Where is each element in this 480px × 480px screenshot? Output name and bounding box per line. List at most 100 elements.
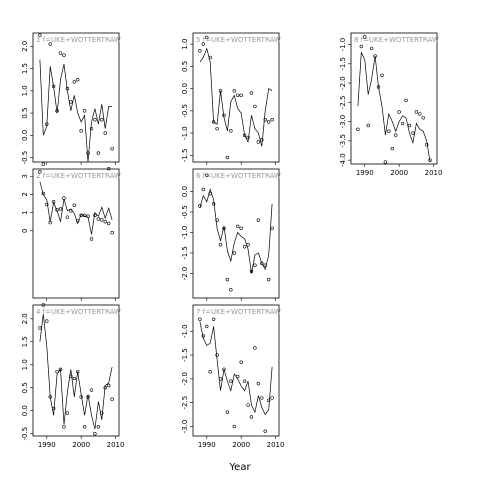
data-point xyxy=(407,123,412,128)
data-point xyxy=(218,243,223,247)
data-point xyxy=(246,403,250,407)
fit-line xyxy=(199,188,273,274)
y-tick-label: 0.0 xyxy=(181,83,189,94)
data-point xyxy=(270,118,274,122)
y-tick-label: 2.0 xyxy=(21,41,29,52)
data-point xyxy=(421,116,425,120)
data-point xyxy=(58,367,63,372)
data-point xyxy=(249,269,254,274)
data-point xyxy=(246,243,250,247)
y-tick-label: -1.0 xyxy=(339,38,347,52)
data-point xyxy=(380,73,384,78)
data-point xyxy=(239,360,243,364)
data-point xyxy=(239,93,243,97)
data-point xyxy=(363,35,367,39)
y-tick-label: 2 xyxy=(21,192,29,196)
panel-frame xyxy=(350,32,438,165)
y-tick-label: 3 xyxy=(21,174,29,178)
data-point xyxy=(82,425,87,429)
data-point xyxy=(96,151,101,155)
data-point xyxy=(376,85,381,89)
data-point xyxy=(48,42,52,46)
data-point xyxy=(249,415,254,419)
data-point xyxy=(266,120,271,124)
data-point xyxy=(58,207,63,211)
data-point xyxy=(225,410,230,414)
y-tick-label: 0.0 xyxy=(21,405,29,416)
data-point xyxy=(229,129,233,133)
fit-line xyxy=(199,321,273,416)
data-point xyxy=(414,110,419,114)
data-point xyxy=(55,109,59,113)
data-point xyxy=(242,133,247,138)
data-point xyxy=(96,425,101,429)
data-point xyxy=(260,138,264,142)
data-point xyxy=(72,203,76,208)
data-point xyxy=(229,288,233,292)
data-point xyxy=(225,277,230,282)
data-point xyxy=(373,54,377,58)
data-point xyxy=(236,93,240,97)
data-point xyxy=(266,398,271,402)
y-tick-label: -1.5 xyxy=(181,348,189,362)
data-point xyxy=(110,230,114,235)
data-point xyxy=(100,118,104,122)
data-point xyxy=(218,89,223,93)
data-point xyxy=(205,173,209,177)
panel-2: 2 f=UKE+WOTTERTRAW 3 2 1 0 xyxy=(21,168,121,301)
data-point xyxy=(79,395,83,399)
y-tick-label: -3.0 xyxy=(339,115,347,129)
y-tick-label: -1.5 xyxy=(181,246,189,260)
data-point xyxy=(394,133,398,137)
data-point xyxy=(65,411,70,415)
data-point xyxy=(256,140,261,144)
data-point xyxy=(205,324,209,329)
panel-label: 1 f=UKE+WOTTERTRAW xyxy=(36,36,121,44)
data-point xyxy=(208,191,212,196)
data-point xyxy=(390,146,394,151)
data-point xyxy=(93,213,97,218)
data-point xyxy=(201,187,206,192)
data-point xyxy=(69,209,73,213)
data-point xyxy=(103,219,107,224)
panels: 1 f=UKE+WOTTERTRAW 2.0 1.5 1.0 0.5 0.0 -0.5 2 f… xyxy=(21,32,443,449)
data-point xyxy=(404,98,408,103)
data-point xyxy=(48,220,52,225)
y-tick-label: 1.0 xyxy=(181,39,189,50)
data-point xyxy=(51,200,56,204)
data-point xyxy=(76,369,80,374)
data-point xyxy=(236,374,240,379)
data-point xyxy=(100,411,104,415)
data-point xyxy=(369,46,374,51)
data-point xyxy=(69,100,73,104)
x-tick-label: 2000 xyxy=(72,441,90,449)
data-point xyxy=(86,151,90,155)
data-point xyxy=(62,53,66,57)
data-point xyxy=(424,143,429,147)
data-point xyxy=(400,121,405,126)
data-point xyxy=(41,303,46,307)
data-point xyxy=(208,55,212,60)
x-tick-label: 2010 xyxy=(425,169,443,177)
data-point xyxy=(110,397,114,401)
panel-5: 6 f=UKE+WOTTERTRAW 0.0 -0.5 -1.0 -1.5 -2.0 xyxy=(181,168,281,301)
data-point xyxy=(215,353,219,357)
y-tick-label: -0.5 xyxy=(181,104,189,118)
data-point xyxy=(397,110,401,114)
data-point xyxy=(38,170,42,174)
data-point xyxy=(86,214,90,218)
fit-line xyxy=(39,314,113,430)
y-tick-label: -0.5 xyxy=(21,151,29,165)
data-point xyxy=(260,261,264,265)
data-point xyxy=(201,42,206,46)
data-point xyxy=(89,126,94,131)
data-point xyxy=(69,374,73,378)
data-point xyxy=(45,122,49,126)
y-tick-label: -3.5 xyxy=(339,134,347,148)
data-point xyxy=(106,221,111,226)
y-tick-label: -2.0 xyxy=(181,372,189,386)
fit-line xyxy=(199,47,273,147)
panel-4: 5 f=UKE+WOTTERTRAW 1.0 0.5 0.0 -0.5 -1.0 -1.5 xyxy=(181,32,281,165)
y-tick-label: 1.5 xyxy=(21,63,29,74)
panel-frame xyxy=(192,32,280,163)
